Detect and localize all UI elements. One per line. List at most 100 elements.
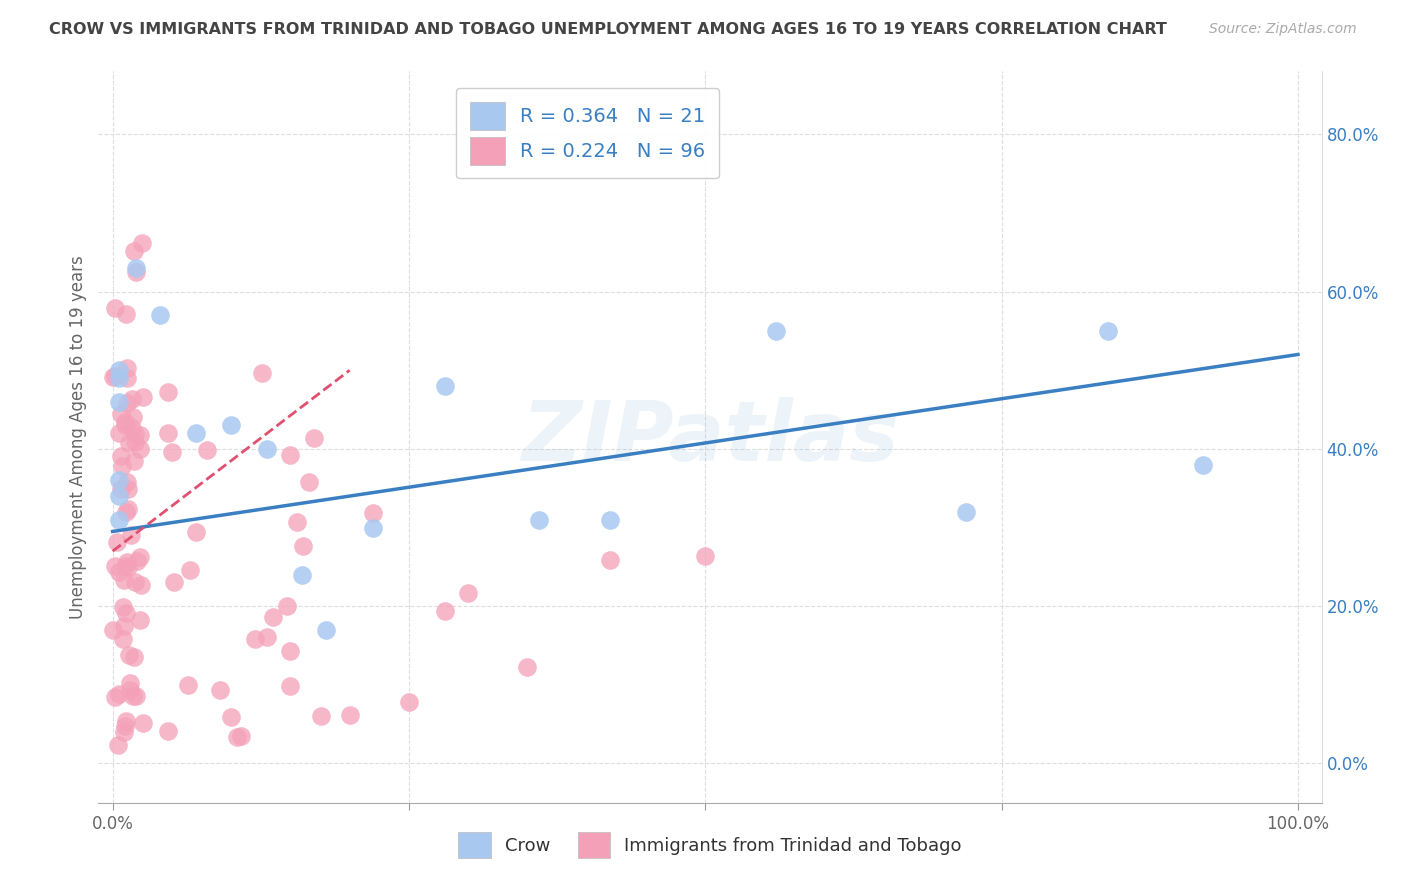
Legend: Crow, Immigrants from Trinidad and Tobago: Crow, Immigrants from Trinidad and Tobag…	[449, 823, 972, 867]
Point	[124, 434, 146, 449]
Point	[107, 473, 129, 487]
Point	[107, 371, 129, 385]
Point	[302, 431, 325, 445]
Point	[104, 558, 127, 573]
Point	[114, 415, 136, 429]
Point	[765, 324, 787, 338]
Point	[110, 407, 132, 421]
Point	[315, 623, 337, 637]
Point	[122, 244, 145, 258]
Point	[117, 559, 139, 574]
Point	[122, 650, 145, 665]
Point	[107, 425, 129, 440]
Point	[433, 604, 456, 618]
Point	[128, 549, 150, 564]
Point	[184, 525, 207, 540]
Point	[118, 682, 141, 697]
Point	[115, 475, 138, 490]
Point	[107, 738, 129, 752]
Point	[156, 425, 179, 440]
Point	[110, 482, 132, 496]
Point	[112, 600, 135, 615]
Point	[121, 421, 143, 435]
Point	[209, 683, 232, 698]
Point	[115, 371, 138, 385]
Point	[121, 392, 143, 406]
Point	[363, 520, 385, 534]
Point	[398, 695, 420, 709]
Point	[262, 610, 284, 624]
Point	[311, 709, 333, 723]
Point	[599, 513, 621, 527]
Point	[1192, 458, 1215, 472]
Point	[114, 719, 136, 733]
Point	[599, 553, 621, 567]
Point	[291, 539, 314, 553]
Point	[280, 679, 302, 693]
Point	[1097, 324, 1119, 338]
Point	[124, 575, 146, 590]
Point	[125, 689, 148, 703]
Point	[131, 236, 153, 251]
Point	[117, 501, 139, 516]
Point	[278, 448, 301, 462]
Point	[118, 436, 141, 450]
Point	[516, 660, 538, 674]
Point	[112, 724, 135, 739]
Point	[157, 385, 180, 400]
Point	[104, 690, 127, 705]
Point	[115, 505, 138, 519]
Point	[177, 678, 200, 692]
Point	[107, 489, 129, 503]
Point	[103, 623, 125, 637]
Point	[108, 565, 131, 579]
Text: ZIPatlas: ZIPatlas	[522, 397, 898, 477]
Point	[433, 379, 456, 393]
Point	[127, 554, 149, 568]
Point	[125, 260, 148, 275]
Point	[149, 308, 172, 322]
Point	[695, 549, 717, 563]
Point	[457, 585, 479, 599]
Point	[179, 563, 201, 577]
Point	[111, 458, 134, 473]
Point	[256, 630, 278, 644]
Point	[285, 515, 308, 529]
Y-axis label: Unemployment Among Ages 16 to 19 years: Unemployment Among Ages 16 to 19 years	[69, 255, 87, 619]
Point	[122, 454, 145, 468]
Point	[252, 366, 274, 380]
Point	[117, 555, 139, 569]
Point	[955, 505, 977, 519]
Point	[128, 442, 150, 456]
Point	[157, 724, 180, 739]
Point	[256, 442, 278, 456]
Point	[105, 535, 128, 549]
Point	[117, 648, 139, 663]
Point	[298, 475, 321, 490]
Point	[132, 716, 155, 731]
Point	[115, 714, 138, 728]
Point	[132, 390, 155, 404]
Point	[219, 418, 242, 433]
Point	[219, 709, 242, 723]
Point	[339, 707, 361, 722]
Point	[129, 577, 152, 591]
Point	[529, 513, 551, 527]
Point	[115, 606, 138, 620]
Point	[112, 632, 135, 646]
Point	[363, 506, 385, 520]
Point	[120, 675, 142, 690]
Point	[163, 574, 186, 589]
Text: Source: ZipAtlas.com: Source: ZipAtlas.com	[1209, 22, 1357, 37]
Point	[108, 687, 131, 701]
Point	[129, 613, 152, 627]
Point	[115, 396, 138, 410]
Point	[122, 689, 145, 703]
Point	[107, 394, 129, 409]
Point	[197, 442, 219, 457]
Point	[243, 632, 266, 646]
Point	[121, 409, 143, 424]
Point	[112, 619, 135, 633]
Point	[110, 449, 132, 463]
Point	[114, 558, 136, 573]
